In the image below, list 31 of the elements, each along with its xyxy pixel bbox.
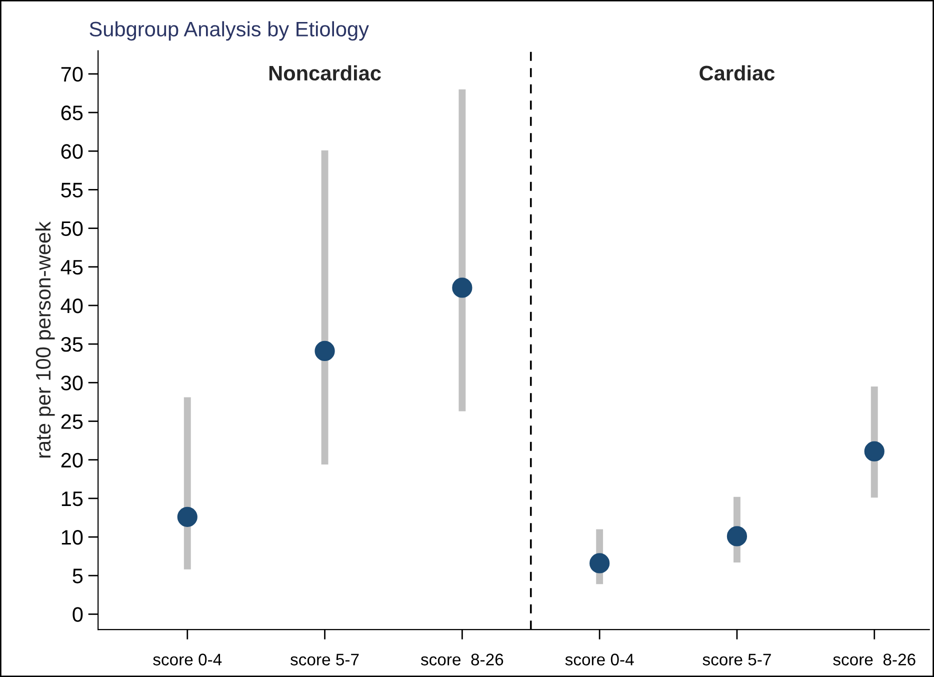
y-tick-label: 70 — [61, 66, 83, 82]
y-tick-label: 35 — [61, 337, 83, 352]
y-tick-label: 5 — [72, 568, 83, 584]
x-tick-label: score 8-26 — [833, 654, 916, 666]
point — [864, 441, 884, 462]
y-axis-title: rate per 100 person-week — [35, 221, 55, 458]
annotation: Noncardiac — [269, 65, 381, 81]
y-tick-label: 0 — [72, 607, 83, 622]
y-tick-label: 45 — [60, 260, 83, 275]
point — [590, 553, 610, 574]
point — [314, 340, 335, 362]
x-tick-label: score 0-4 — [565, 654, 634, 666]
y-tick-label: 55 — [61, 182, 83, 198]
x-tick-label: score 0-4 — [153, 654, 222, 666]
y-tick-label: 15 — [62, 492, 83, 506]
y-tick-label: 60 — [61, 144, 83, 159]
point — [726, 526, 748, 546]
y-tick-label: 20 — [61, 452, 83, 468]
annotation: Cardiac — [700, 65, 775, 81]
y-tick-label: 30 — [61, 376, 83, 390]
x-tick-label: score 8-26 — [420, 654, 504, 666]
y-tick-label: 10 — [62, 530, 83, 545]
y-tick-label: 50 — [61, 221, 83, 236]
x-tick-label: score 5-7 — [702, 654, 771, 666]
y-tick-label: 40 — [60, 298, 83, 314]
y-tick-label: 65 — [61, 106, 83, 120]
point — [452, 278, 472, 298]
chart-title: Subgroup Analysis by Etiology — [90, 21, 369, 41]
y-tick-label: 25 — [61, 414, 83, 429]
point — [177, 506, 198, 527]
x-tick-label: score 5-7 — [290, 654, 359, 666]
